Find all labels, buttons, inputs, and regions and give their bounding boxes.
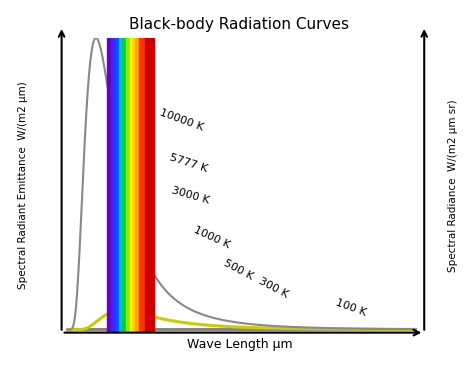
X-axis label: Wave Length μm: Wave Length μm [187, 338, 292, 351]
Text: 3000 K: 3000 K [171, 185, 210, 206]
Bar [135, 38, 138, 333]
Text: 500 K: 500 K [222, 258, 255, 282]
Bar [122, 38, 126, 333]
Bar [126, 38, 130, 333]
Text: 5777 K: 5777 K [168, 153, 209, 174]
Text: 1000 K: 1000 K [192, 225, 231, 251]
Bar [107, 38, 111, 333]
Bar [115, 38, 118, 333]
Bar [132, 38, 135, 333]
Title: Black-body Radiation Curves: Black-body Radiation Curves [129, 17, 349, 33]
Bar [138, 38, 145, 333]
Text: Spectral Radiant Emittance  W/(m2 μm): Spectral Radiant Emittance W/(m2 μm) [18, 81, 27, 289]
Text: Spectral Radiance  W/(m2 μm sr): Spectral Radiance W/(m2 μm sr) [447, 99, 458, 271]
Text: 100 K: 100 K [334, 298, 367, 318]
Bar [130, 38, 132, 333]
Text: 10000 K: 10000 K [159, 107, 205, 132]
Bar [145, 38, 154, 333]
Text: 300 K: 300 K [257, 276, 290, 299]
Bar [118, 38, 122, 333]
Bar [111, 38, 115, 333]
